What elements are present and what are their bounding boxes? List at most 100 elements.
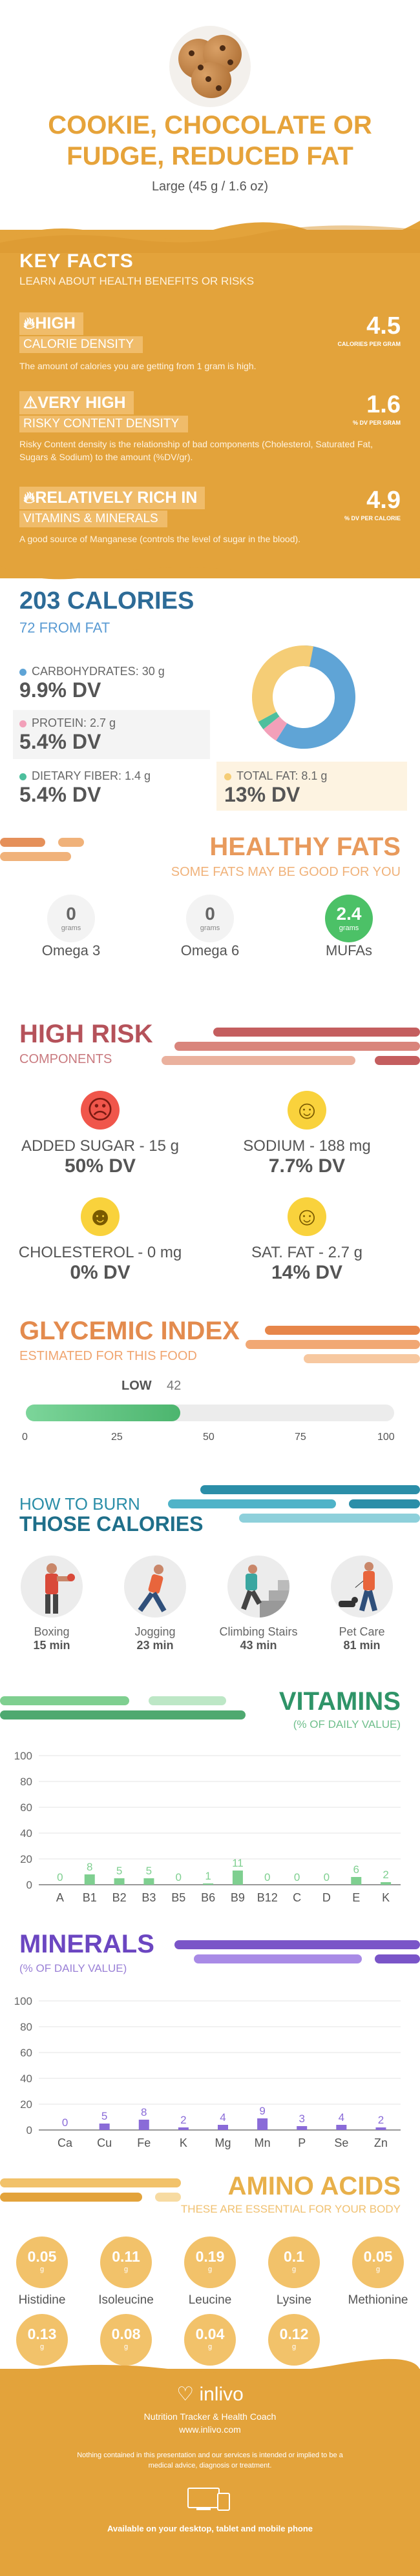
bar-value-label: 9 xyxy=(259,2105,265,2117)
activity-name: Jogging xyxy=(134,1625,176,1638)
bar-mn xyxy=(257,2118,268,2130)
vitamins-section: VITAMINS (% OF DAILY VALUE) 0 20 40 60 80 100… xyxy=(0,1678,420,1917)
dog-walk-icon xyxy=(331,1556,393,1618)
amino-unit: g xyxy=(39,2343,45,2351)
y-tick-label: 0 xyxy=(26,2124,32,2136)
amino-badge: 0.11 g xyxy=(100,2236,152,2288)
amino-item-leucine: 0.19 g Leucine xyxy=(168,2236,252,2307)
glycemic-track xyxy=(26,1405,394,1421)
risk-dv: 0% DV xyxy=(70,1262,131,1283)
healthy-fats-subtitle: SOME FATS MAY BE GOOD FOR YOU xyxy=(171,865,401,879)
bar-value-label: 8 xyxy=(141,2106,147,2118)
jogging-icon xyxy=(124,1556,186,1618)
activity-time: 81 min xyxy=(343,1639,381,1652)
amino-item-valine: 0.12gValine xyxy=(252,2314,336,2385)
availability-note: Available on your desktop, tablet and mo… xyxy=(107,2524,313,2533)
fat-omega6: 0 grams Omega 6 xyxy=(171,895,249,959)
x-tick-label: Ca xyxy=(58,2136,73,2149)
amino-item-histidine: 0.05 g Histidine xyxy=(0,2236,84,2307)
fat-name: MUFAs xyxy=(325,942,373,958)
amino-name: Lysine xyxy=(276,2293,312,2307)
bar-value-label: 6 xyxy=(353,1863,359,1876)
wave-decoration xyxy=(0,221,420,253)
bar-b6 xyxy=(203,1883,214,1885)
vitamins-title: VITAMINS xyxy=(278,1687,401,1716)
x-tick-label: B1 xyxy=(83,1891,97,1904)
y-tick-label: 20 xyxy=(20,1853,32,1865)
amino-item-isoleucine: 0.11 g Isoleucine xyxy=(84,2236,168,2307)
y-tick-label: 60 xyxy=(20,2047,32,2059)
burn-calories-section: HOW TO BURN THOSE CALORIES Boxing 15 min… xyxy=(0,1481,420,1675)
nutrient-carbs: CARBOHYDRATES: 30 g 9.9% DV xyxy=(19,665,165,702)
healthy-fats-section: HEALTHY FATS SOME FATS MAY BE GOOD FOR Y… xyxy=(0,833,420,981)
fat-unit: grams xyxy=(61,924,81,932)
amino-value: 0.08 xyxy=(111,2326,141,2342)
risk-label: ADDED SUGAR - 15 g xyxy=(21,1137,180,1155)
amino-unit: g xyxy=(123,2266,129,2273)
healthy-fats-title: HEALTHY FATS xyxy=(209,833,401,861)
bar-b9 xyxy=(232,1871,243,1885)
bar-k xyxy=(381,1882,392,1885)
x-tick-label: Mg xyxy=(215,2136,231,2149)
amino-unit: g xyxy=(375,2266,381,2273)
y-tick-label: 40 xyxy=(20,2073,32,2085)
x-tick-label: B5 xyxy=(171,1891,185,1904)
high-risk-subtitle: COMPONENTS xyxy=(19,1052,112,1066)
calorie-donut-chart xyxy=(252,645,355,749)
y-tick-label: 0 xyxy=(26,1879,32,1891)
stairs-icon xyxy=(227,1556,289,1618)
amino-badge: 0.12 g xyxy=(268,2314,320,2366)
amino-value: 0.05 xyxy=(27,2248,57,2265)
legend-dot xyxy=(19,668,26,676)
donut-slice xyxy=(258,711,280,729)
amino-badge: 0.04 g xyxy=(184,2314,236,2366)
fat-mufas: 2.4 grams MUFAs xyxy=(310,895,388,959)
fact-value: 4.9 xyxy=(366,487,401,514)
activity-stairs: Climbing Stairs 43 min xyxy=(207,1556,310,1652)
gi-tick: 0 xyxy=(22,1432,28,1443)
fact-value: 1.6 xyxy=(366,391,401,418)
x-tick-label: Mn xyxy=(255,2136,271,2149)
devices-icon xyxy=(187,2484,233,2513)
fact-calorie-density: 🔥︎HIGH CALORIE DENSITY The amount of cal… xyxy=(19,312,401,372)
amino-item-lysine: 0.1 g Lysine xyxy=(252,2236,336,2307)
risk-cholesterol: ☻ CHOLESTEROL - 0 mg 0% DV xyxy=(16,1197,184,1284)
bar-value-label: 4 xyxy=(220,2111,226,2124)
bar-p xyxy=(297,2126,308,2130)
bar-se xyxy=(336,2125,347,2130)
brand-logo[interactable]: ♡ inlivo xyxy=(0,2383,420,2406)
key-facts-section: KEY FACTS LEARN ABOUT HEALTH BENEFITS OR… xyxy=(0,221,420,580)
x-tick-label: Fe xyxy=(137,2136,151,2149)
legend-dot xyxy=(19,720,26,727)
risk-sat-fat: ☺ SAT. FAT - 2.7 g 14% DV xyxy=(223,1197,391,1284)
bar-value-label: 5 xyxy=(116,1865,122,1877)
bar-value-label: 0 xyxy=(62,2116,68,2129)
nutrient-label: TOTAL FAT: 8.1 g xyxy=(236,769,328,782)
smile-face-icon: ☺ xyxy=(288,1197,326,1236)
glycemic-level: LOW xyxy=(121,1379,152,1393)
website-link[interactable]: www.inlivo.com xyxy=(179,2424,241,2435)
x-tick-label: B2 xyxy=(112,1891,127,1904)
tagline: Nutrition Tracker & Health Coach xyxy=(143,2411,277,2422)
x-tick-label: Zn xyxy=(374,2136,388,2149)
y-tick-label: 80 xyxy=(20,1776,32,1788)
y-tick-label: 60 xyxy=(20,1801,32,1814)
glycemic-section: GLYCEMIC INDEX ESTIMATED FOR THIS FOOD L… xyxy=(0,1317,420,1459)
wave-decoration xyxy=(0,559,420,580)
x-tick-label: B12 xyxy=(257,1891,278,1904)
y-tick-label: 40 xyxy=(20,1827,32,1840)
bar-value-label: 1 xyxy=(205,1870,211,1882)
amino-name: Methionine xyxy=(348,2293,408,2307)
bar-value-label: 0 xyxy=(324,1871,330,1883)
grin-face-icon: ☻ xyxy=(81,1197,120,1236)
bar-b2 xyxy=(114,1878,125,1885)
burn-title-line2: THOSE CALORIES xyxy=(19,1512,204,1536)
amino-value: 0.19 xyxy=(195,2248,225,2265)
activity-jogging: Jogging 23 min xyxy=(103,1556,207,1652)
gi-tick: 100 xyxy=(377,1432,395,1443)
legend-dot xyxy=(224,773,231,780)
fact-vitamins-minerals: 🔥︎RELATIVELY RICH IN VITAMINS & MINERALS… xyxy=(19,487,401,545)
fact-unit: % DV PER GRAM xyxy=(352,420,401,426)
fact-subtitle: VITAMINS & MINERALS xyxy=(19,511,167,527)
fat-unit: grams xyxy=(339,924,359,932)
